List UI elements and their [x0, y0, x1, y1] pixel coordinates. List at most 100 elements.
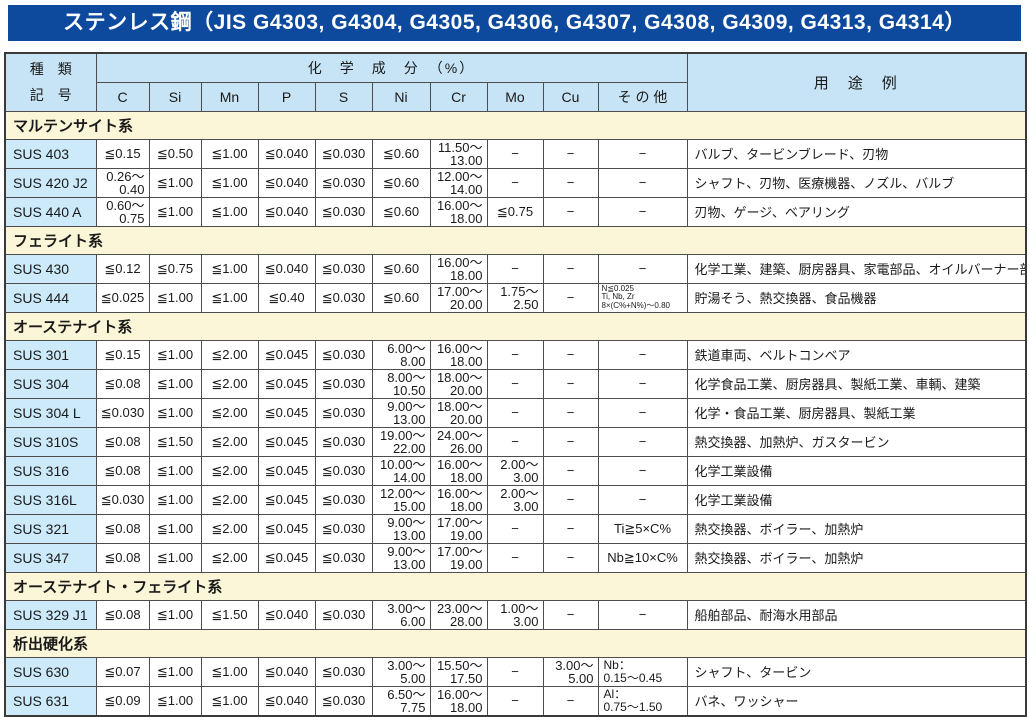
- composition-cell: 9.00～ 13.00: [371, 397, 431, 428]
- composition-cell: ≦1.00: [148, 339, 202, 370]
- composition-cell: ≦1.00: [148, 397, 202, 428]
- header-element-Cu: Cu: [542, 81, 599, 112]
- composition-cell: 16.00～ 18.00: [429, 484, 488, 515]
- usage-cell: 化学工業設備: [686, 455, 1027, 486]
- header-element-Cr: Cr: [429, 81, 488, 112]
- composition-cell: ≦1.00: [200, 138, 259, 169]
- composition-cell: ≦0.030: [314, 138, 373, 169]
- table-body: マルテンサイト系 SUS 403 ≦0.15 ≦0.50 ≦1.00 ≦0.040 ≦0.0…: [4, 110, 1027, 716]
- section-header-label: オーステナイト・フェライト系: [4, 571, 1027, 601]
- composition-cell: ≦0.09: [95, 685, 150, 716]
- page-title: ステンレス鋼（JIS G4303, G4304, G4305, G4306, G…: [8, 5, 1021, 41]
- composition-cell: −: [542, 455, 599, 486]
- grade-code: SUS 316: [4, 455, 97, 486]
- composition-cell: ≦0.15: [95, 138, 150, 169]
- composition-cell: ≦0.60: [371, 138, 431, 169]
- composition-cell: −: [542, 138, 599, 169]
- composition-cell: ≦1.50: [148, 426, 202, 457]
- section-row: マルテンサイト系: [4, 110, 1027, 140]
- composition-cell: 15.50～ 17.50: [429, 656, 488, 687]
- header-kind-code: 種 類 記 号: [4, 52, 97, 112]
- composition-cell: ≦0.030: [314, 368, 373, 399]
- composition-cell: 10.00～ 14.00: [371, 455, 431, 486]
- composition-cell: 17.00～ 20.00: [429, 282, 488, 313]
- composition-cell: 3.00～ 5.00: [371, 656, 431, 687]
- table-row: SUS 444 ≦0.025 ≦1.00 ≦1.00 ≦0.40 ≦0.030 ≦0.60 1…: [4, 282, 1027, 313]
- composition-cell: ≦1.00: [148, 368, 202, 399]
- composition-cell: ≦0.08: [95, 426, 150, 457]
- composition-cell: ≦0.030: [314, 196, 373, 227]
- composition-cell: ≦0.030: [314, 339, 373, 370]
- composition-cell: ≦1.00: [200, 685, 259, 716]
- grade-code: SUS 630: [4, 656, 97, 687]
- composition-cell: ≦1.00: [200, 196, 259, 227]
- composition-cell: 12.00～ 15.00: [371, 484, 431, 515]
- composition-cell: ≦0.040: [257, 196, 316, 227]
- section-header-label: フェライト系: [4, 225, 1027, 255]
- composition-cell: ≦0.75: [486, 196, 544, 227]
- composition-cell: ≦0.12: [95, 253, 150, 284]
- composition-cell: −: [486, 426, 544, 457]
- usage-cell: 熱交換器、ボイラー、加熱炉: [686, 542, 1027, 573]
- composition-cell: ≦1.00: [148, 599, 202, 630]
- composition-cell: −: [597, 339, 688, 370]
- composition-cell: ≦0.030: [314, 426, 373, 457]
- composition-cell: ≦2.00: [200, 542, 259, 573]
- composition-cell: −: [542, 484, 599, 515]
- composition-cell: −: [486, 368, 544, 399]
- grade-code: SUS 440 A: [4, 196, 97, 227]
- composition-cell: ≦1.00: [148, 455, 202, 486]
- composition-cell: −: [542, 253, 599, 284]
- section-header-label: マルテンサイト系: [4, 110, 1027, 140]
- grade-code: SUS 301: [4, 339, 97, 370]
- composition-cell: ≦2.00: [200, 484, 259, 515]
- composition-cell: −: [486, 339, 544, 370]
- header-usage-examples: 用 途 例: [686, 52, 1027, 112]
- composition-cell: −: [542, 599, 599, 630]
- composition-cell: −: [542, 282, 599, 313]
- composition-cell: ≦1.00: [148, 656, 202, 687]
- composition-cell: ≦0.08: [95, 455, 150, 486]
- header-element-Mn: Mn: [200, 81, 259, 112]
- composition-cell: ≦0.045: [257, 513, 316, 544]
- composition-cell: ≦1.00: [200, 167, 259, 198]
- usage-cell: シャフト、タービン: [686, 656, 1027, 687]
- composition-cell: 6.50～ 7.75: [371, 685, 431, 716]
- composition-cell: ≦2.00: [200, 397, 259, 428]
- composition-cell: −: [597, 484, 688, 515]
- composition-cell: −: [597, 253, 688, 284]
- table-row: SUS 631 ≦0.09 ≦1.00 ≦1.00 ≦0.040 ≦0.030 6.50～ 7…: [4, 685, 1027, 716]
- composition-cell: ≦0.040: [257, 685, 316, 716]
- composition-cell: ≦0.045: [257, 368, 316, 399]
- usage-cell: 化学工業、建築、厨房器具、家電部品、オイルバーナー部品: [686, 253, 1027, 284]
- composition-cell: ≦1.00: [200, 656, 259, 687]
- composition-cell: 16.00～ 18.00: [429, 339, 488, 370]
- table-row: SUS 430 ≦0.12 ≦0.75 ≦1.00 ≦0.040 ≦0.030 ≦0.60 1…: [4, 253, 1027, 284]
- composition-cell: 0.60～ 0.75: [95, 196, 150, 227]
- composition-cell: ≦0.040: [257, 253, 316, 284]
- header-element-Si: Si: [148, 81, 202, 112]
- grade-code: SUS 631: [4, 685, 97, 716]
- composition-cell: ≦0.030: [314, 282, 373, 313]
- composition-cell: 16.00～ 18.00: [429, 196, 488, 227]
- grade-code: SUS 347: [4, 542, 97, 573]
- composition-cell: ≦0.045: [257, 397, 316, 428]
- composition-cell: −: [542, 167, 599, 198]
- grade-code: SUS 304 L: [4, 397, 97, 428]
- composition-cell: ≦0.60: [371, 253, 431, 284]
- grade-code: SUS 444: [4, 282, 97, 313]
- composition-cell: ≦2.00: [200, 426, 259, 457]
- section-row: 析出硬化系: [4, 628, 1027, 658]
- composition-cell: ≦1.00: [200, 253, 259, 284]
- grade-code: SUS 321: [4, 513, 97, 544]
- composition-cell: ≦0.045: [257, 339, 316, 370]
- usage-cell: シャフト、刃物、医療機器、ノズル、バルブ: [686, 167, 1027, 198]
- grade-code: SUS 310S: [4, 426, 97, 457]
- usage-cell: 化学食品工業、厨房器具、製紙工業、車輌、建築: [686, 368, 1027, 399]
- composition-cell: 9.00～ 13.00: [371, 542, 431, 573]
- table-row: SUS 316L ≦0.030 ≦1.00 ≦2.00 ≦0.045 ≦0.030 12.0…: [4, 484, 1027, 515]
- header-code-label: 記 号: [29, 87, 72, 104]
- usage-cell: 化学工業設備: [686, 484, 1027, 515]
- composition-cell: 2.00～ 3.00: [486, 455, 544, 486]
- table-row: SUS 316 ≦0.08 ≦1.00 ≦2.00 ≦0.045 ≦0.030 10.00～…: [4, 455, 1027, 486]
